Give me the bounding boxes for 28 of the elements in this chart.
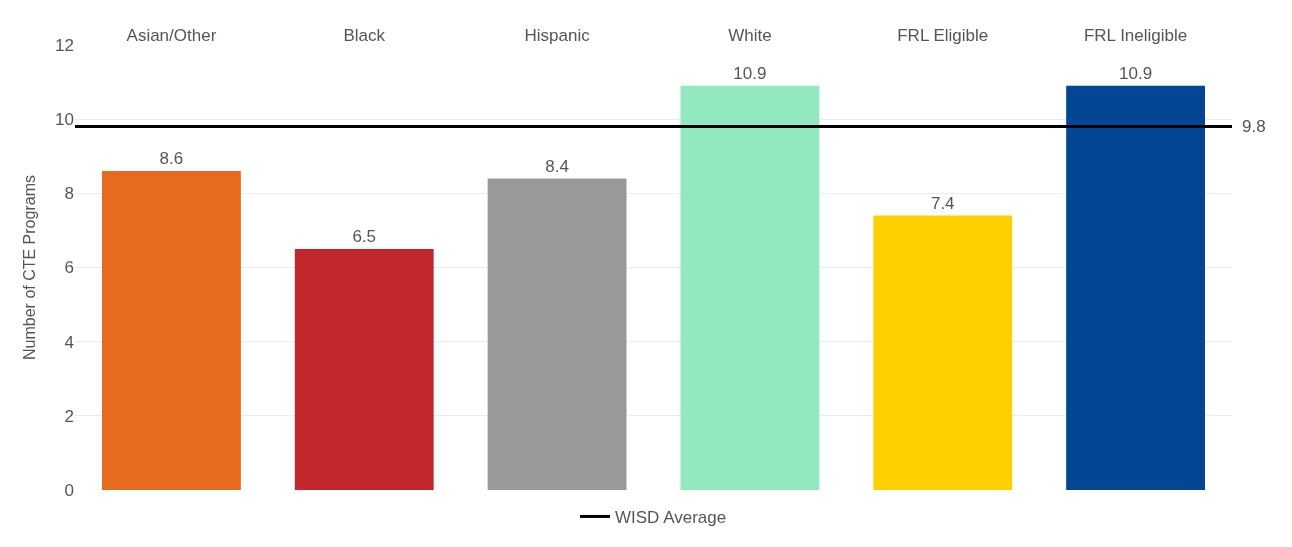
text: 9.8: [1242, 117, 1266, 136]
y-tick-label: 10: [55, 110, 74, 130]
data-label: 10.9: [733, 63, 767, 83]
data-label: 8.4: [545, 156, 569, 176]
y-tick-label: 0: [64, 480, 74, 500]
data-label: 8.6: [159, 149, 184, 169]
x-tick-label: Black: [343, 25, 386, 45]
y-tick-label: 12: [55, 35, 74, 55]
x-tick-label: Asian/Other: [126, 25, 217, 45]
x-tick-label: FRL Eligible: [897, 25, 989, 45]
bar: [294, 248, 434, 490]
x-tick-label: White: [728, 25, 772, 45]
bar: [680, 85, 820, 490]
y-tick-label: 2: [64, 406, 74, 426]
data-label: 10.9: [1119, 63, 1153, 83]
data-label: 6.5: [352, 226, 377, 246]
x-tick-label: FRL Ineligible: [1083, 25, 1188, 45]
y-tick-label: 6: [64, 258, 74, 278]
y-axis-title: Number of CTE Programs: [20, 175, 38, 360]
bar: [1066, 85, 1205, 490]
x-tick-label: Hispanic: [524, 25, 591, 45]
bar: [873, 215, 1013, 490]
legend-label: WISD Average: [615, 508, 727, 528]
data-label: 7.4: [930, 193, 955, 213]
bar: [487, 178, 627, 490]
y-tick-label: 8: [64, 184, 74, 204]
bar: [102, 171, 241, 490]
y-tick-label: 4: [64, 332, 74, 352]
